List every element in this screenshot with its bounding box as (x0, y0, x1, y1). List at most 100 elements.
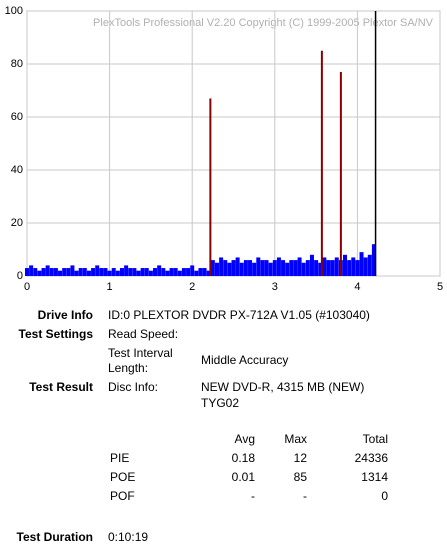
bar (124, 265, 129, 276)
bar (173, 268, 178, 276)
x-tick-label: 4 (354, 281, 360, 293)
table-cell: 1314 (361, 470, 388, 484)
bar (186, 268, 191, 276)
bar (181, 268, 186, 276)
y-tick-label: 100 (5, 5, 23, 17)
bar (301, 262, 306, 276)
value: TYG02 (201, 396, 240, 410)
bar (305, 260, 310, 276)
bar (177, 270, 182, 276)
bar (363, 257, 368, 276)
bar (165, 270, 170, 276)
bar (33, 268, 38, 276)
bar (268, 262, 273, 276)
bar (107, 270, 112, 276)
table-cell: 85 (293, 470, 307, 484)
table-cell: 24336 (354, 451, 388, 465)
table-cell: 0 (381, 489, 388, 503)
bar (91, 268, 96, 276)
bar (95, 265, 100, 276)
bar (239, 262, 244, 276)
value: Test Interval Length: (108, 346, 173, 375)
bar (260, 260, 265, 276)
bar (235, 257, 240, 276)
bar (223, 260, 228, 276)
bar (252, 262, 257, 276)
bar (219, 257, 224, 276)
bar (132, 268, 137, 276)
table-cell: 0.01 (231, 470, 255, 484)
bar (206, 270, 211, 276)
y-tick-label: 20 (11, 217, 23, 229)
bar (285, 262, 290, 276)
x-tick-label: 3 (272, 281, 278, 293)
x-tick-label: 1 (107, 281, 113, 293)
bar (128, 268, 133, 276)
bar (264, 260, 269, 276)
bar (355, 260, 360, 276)
bar (297, 257, 302, 276)
chart: PlexTools Professional V2.20 Copyright (… (5, 5, 443, 293)
bar (330, 260, 335, 276)
bar (144, 268, 149, 276)
value: NEW DVD-R, 4315 MB (NEW) (201, 380, 365, 394)
bar (210, 260, 215, 276)
bar (214, 262, 219, 276)
bar (281, 260, 286, 276)
value: 0:10:19 (108, 530, 149, 544)
bar (227, 262, 232, 276)
bar (153, 268, 158, 276)
bar (272, 260, 277, 276)
label: Test Duration (16, 530, 93, 544)
x-tick-label: 0 (24, 281, 30, 293)
bar (309, 254, 314, 276)
bar (276, 257, 281, 276)
bar (351, 257, 356, 276)
bar (322, 257, 327, 276)
table-header: Max (284, 432, 307, 446)
bar (367, 254, 372, 276)
bar (45, 265, 50, 276)
bar (29, 265, 34, 276)
bar (70, 265, 75, 276)
bar (194, 270, 199, 276)
bar (256, 257, 261, 276)
bar (202, 268, 207, 276)
bar (119, 268, 124, 276)
bar (198, 268, 203, 276)
bar (136, 270, 141, 276)
bar (314, 260, 319, 276)
bar (37, 270, 42, 276)
bar (41, 268, 46, 276)
bar (140, 268, 145, 276)
bar (49, 268, 54, 276)
table-cell: POF (110, 489, 135, 503)
bar (103, 268, 108, 276)
value: Read Speed: (108, 327, 179, 341)
table-cell: POE (110, 470, 136, 484)
bar (148, 270, 153, 276)
label: Test Settings (18, 327, 93, 341)
label: Test Result (29, 380, 93, 394)
bar (62, 268, 67, 276)
table-header: Total (362, 432, 388, 446)
bar (359, 252, 364, 276)
value: Disc Info: (108, 380, 159, 394)
bar (74, 270, 79, 276)
x-tick-label: 5 (437, 281, 443, 293)
y-tick-label: 80 (11, 58, 23, 70)
bar (53, 268, 58, 276)
bar (326, 260, 331, 276)
bar (115, 270, 120, 276)
bar (82, 268, 87, 276)
bar (248, 260, 253, 276)
bar (78, 268, 83, 276)
value: ID:0 PLEXTOR DVDR PX-712A V1.05 (#103040… (108, 308, 370, 322)
table-cell: 0.18 (231, 451, 255, 465)
plot-area (26, 10, 441, 277)
bar (231, 260, 236, 276)
bar (293, 260, 298, 276)
bar (190, 265, 195, 276)
x-tick-label: 2 (189, 281, 195, 293)
bar (320, 50, 323, 276)
